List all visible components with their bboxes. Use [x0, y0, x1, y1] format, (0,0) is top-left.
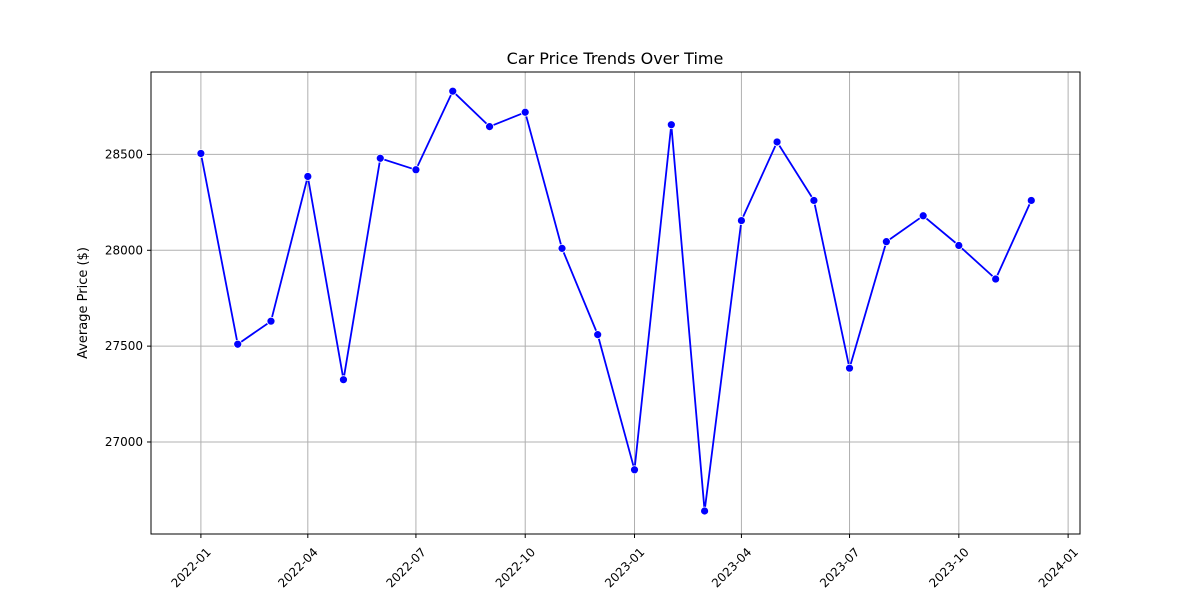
data-point [303, 172, 313, 181]
data-point [881, 237, 891, 247]
y-axis-ticks: 27000 27500 28000 28500 [105, 147, 151, 449]
data-point [233, 339, 243, 349]
x-tick-label: 2023-01 [602, 545, 647, 590]
x-tick-label: 2023-07 [817, 545, 862, 590]
data-point [809, 196, 819, 205]
data-point [737, 216, 746, 225]
data-point [772, 137, 782, 147]
data-point [918, 211, 928, 221]
data-point [666, 120, 676, 130]
plot-frame [150, 71, 1081, 535]
data-point [593, 330, 603, 340]
data-point [700, 506, 709, 516]
y-tick-label: 27000 [105, 435, 143, 449]
data-point [630, 465, 639, 475]
data-point [557, 243, 567, 253]
y-axis-label: Average Price ($) [76, 247, 91, 359]
data-point [845, 363, 854, 373]
data-point [375, 153, 385, 163]
series-line [200, 90, 1033, 512]
chart-title: Car Price Trends Over Time [507, 49, 724, 68]
data-point [266, 316, 276, 326]
series-layer [196, 86, 1036, 516]
grid-lines [151, 72, 1080, 534]
data-point [520, 107, 530, 117]
x-tick-label: 2022-10 [493, 545, 538, 590]
x-tick-label: 2022-07 [383, 545, 428, 590]
data-point [411, 165, 421, 175]
data-point [954, 241, 964, 250]
y-tick-label: 27500 [105, 339, 143, 353]
x-tick-label: 2022-01 [168, 545, 213, 590]
y-tick-label: 28000 [105, 243, 143, 257]
x-tick-label: 2023-10 [926, 545, 971, 590]
data-point [991, 274, 1001, 284]
data-point [485, 122, 494, 132]
x-axis-ticks: 2022-01 2022-04 2022-07 2022-10 2023-01 2023-… [168, 534, 1081, 590]
data-point [196, 149, 206, 158]
x-tick-label: 2022-04 [275, 545, 320, 590]
x-tick-label: 2023-04 [709, 545, 754, 590]
x-tick-label: 2024-01 [1036, 545, 1081, 590]
data-point [1026, 196, 1036, 205]
data-point [448, 86, 458, 96]
data-point [339, 375, 348, 385]
y-tick-label: 28500 [105, 147, 143, 161]
